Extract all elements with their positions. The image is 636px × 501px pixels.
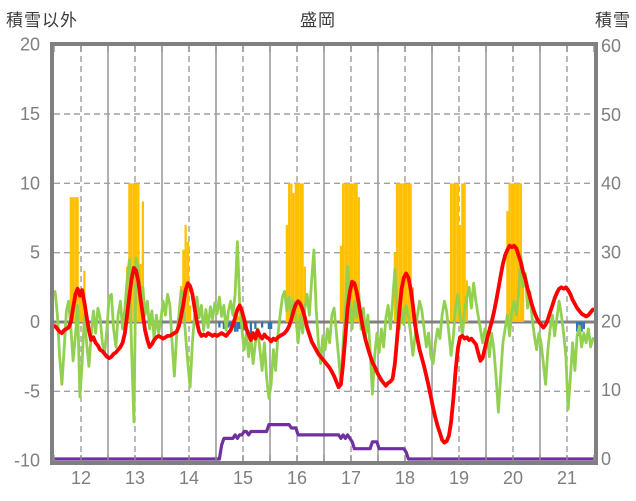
- svg-text:-5: -5: [24, 381, 40, 401]
- svg-text:12: 12: [71, 468, 91, 488]
- left-axis-title: 積雪以外: [6, 11, 78, 30]
- svg-text:20: 20: [20, 35, 40, 55]
- svg-text:-10: -10: [14, 451, 40, 471]
- svg-text:50: 50: [601, 105, 621, 125]
- svg-text:20: 20: [601, 311, 621, 331]
- svg-text:14: 14: [179, 468, 199, 488]
- right-axis-title: 積雪: [595, 11, 631, 30]
- svg-text:20: 20: [503, 468, 523, 488]
- line-series: [53, 240, 595, 461]
- svg-text:5: 5: [30, 243, 40, 263]
- svg-text:30: 30: [601, 243, 621, 263]
- svg-text:0: 0: [30, 312, 40, 332]
- plot-border: [50, 42, 598, 465]
- snow_depth-line: [53, 423, 595, 461]
- svg-text:17: 17: [341, 468, 361, 488]
- svg-text:13: 13: [125, 468, 145, 488]
- svg-text:40: 40: [601, 174, 621, 194]
- svg-text:21: 21: [557, 468, 577, 488]
- chart-title-station: 盛岡: [300, 11, 336, 30]
- svg-text:16: 16: [287, 468, 307, 488]
- svg-text:15: 15: [233, 468, 253, 488]
- svg-text:10: 10: [20, 173, 40, 193]
- svg-text:10: 10: [601, 380, 621, 400]
- svg-text:19: 19: [449, 468, 469, 488]
- svg-text:15: 15: [20, 104, 40, 124]
- svg-text:60: 60: [601, 36, 621, 56]
- green_line-line: [53, 240, 595, 424]
- svg-text:18: 18: [395, 468, 415, 488]
- gridlines: [54, 46, 594, 461]
- svg-text:0: 0: [601, 449, 611, 469]
- temperature-line: [53, 243, 595, 445]
